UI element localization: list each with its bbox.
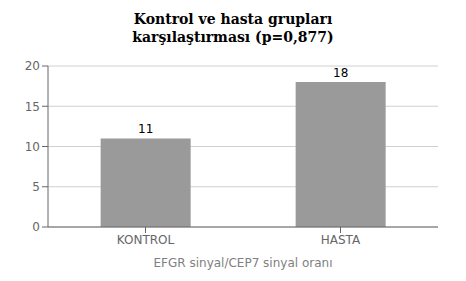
svg-text:18: 18: [333, 66, 348, 80]
svg-text:EFGR sinyal/CEP7 sinyal oranı: EFGR sinyal/CEP7 sinyal oranı: [154, 256, 333, 270]
svg-text:11: 11: [138, 122, 153, 136]
svg-text:5: 5: [32, 180, 40, 194]
svg-text:0: 0: [32, 220, 40, 234]
svg-text:KONTROL: KONTROL: [117, 233, 175, 247]
html-text:Kontrol ve hasta grupları karş: Kontrol ve hasta grupları karşılaştırmas…: [132, 11, 334, 45]
svg-text:20: 20: [25, 59, 40, 73]
svg-text:HASTA: HASTA: [321, 233, 361, 247]
svg-text:10: 10: [25, 140, 40, 154]
svg-text:15: 15: [25, 100, 40, 114]
